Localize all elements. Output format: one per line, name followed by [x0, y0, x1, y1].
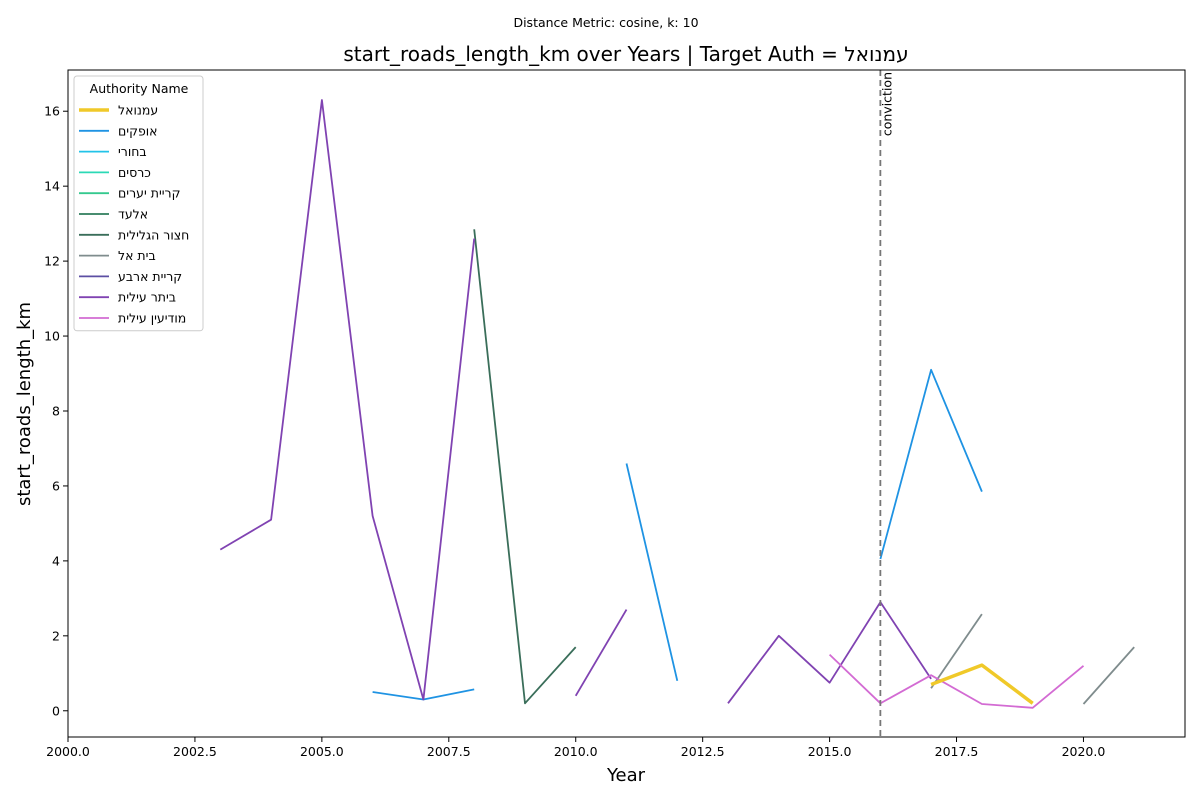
- y-axis-label: start_roads_length_km: [14, 302, 35, 506]
- legend-box: [73, 75, 204, 332]
- conviction-marker-label: conviction: [879, 72, 894, 136]
- y-tick-label: 4: [52, 553, 60, 568]
- x-tick-label: 2015.0: [808, 744, 852, 759]
- chart-suptitle: Distance Metric: cosine, k: 10: [513, 15, 698, 30]
- plot-frame: [67, 69, 1186, 738]
- series-layer: [219, 99, 1135, 709]
- series-line: [1082, 646, 1135, 705]
- x-tick-label: 2007.5: [427, 744, 471, 759]
- x-tick-label: 2002.5: [173, 744, 217, 759]
- x-axis: 2000.0 2002.5 2005.0 2007.5 2010.0 2012.5 2015…: [46, 737, 1105, 759]
- x-tick-label: 2005.0: [300, 744, 344, 759]
- series-line: [930, 613, 983, 689]
- legend-label: אופקים: [118, 123, 158, 138]
- series-line: [574, 609, 628, 697]
- y-tick-label: 6: [52, 478, 60, 493]
- annotation-layer: conviction: [879, 70, 894, 737]
- series-line: [879, 368, 983, 560]
- x-tick-label: 2017.5: [935, 744, 979, 759]
- legend-label: אלעד: [118, 207, 148, 222]
- y-tick-label: 14: [44, 179, 60, 194]
- legend-label: מודיעין עילית: [118, 311, 186, 326]
- series-line: [828, 653, 1085, 709]
- legend-label: בית אל: [118, 248, 156, 263]
- legend-label: קריית ארבע: [118, 269, 182, 284]
- y-tick-label: 0: [52, 703, 60, 718]
- x-tick-label: 2020.0: [1062, 744, 1106, 759]
- legend: Authority Name עמנואל אופקים בחורי כרסים קריי…: [73, 75, 204, 332]
- series-line: [930, 663, 1034, 705]
- series-line: [473, 229, 577, 705]
- x-tick-label: 2012.5: [681, 744, 725, 759]
- y-axis: 0 2 4 6 8 10 12 14 16: [44, 104, 68, 718]
- y-tick-label: 12: [44, 254, 60, 269]
- legend-label: עמנואל: [118, 103, 158, 118]
- y-tick-label: 8: [52, 403, 60, 418]
- y-tick-label: 10: [44, 329, 60, 344]
- legend-label: ביתר עילית: [118, 290, 176, 305]
- legend-label: בחורי: [118, 144, 147, 159]
- y-tick-label: 2: [52, 628, 60, 643]
- series-line: [625, 463, 679, 682]
- x-tick-label: 2010.0: [554, 744, 598, 759]
- series-line: [219, 99, 476, 701]
- x-tick-label: 2000.0: [46, 744, 90, 759]
- legend-title: Authority Name: [90, 81, 189, 96]
- legend-label: כרסים: [118, 165, 151, 180]
- legend-label: קריית יערים: [118, 186, 180, 201]
- series-line: [727, 601, 932, 704]
- legend-label: חצור הגלילית: [118, 227, 189, 242]
- x-axis-label: Year: [606, 765, 646, 786]
- y-tick-label: 16: [44, 104, 60, 119]
- chart-title: start_roads_length_km over Years | Targe…: [343, 42, 908, 66]
